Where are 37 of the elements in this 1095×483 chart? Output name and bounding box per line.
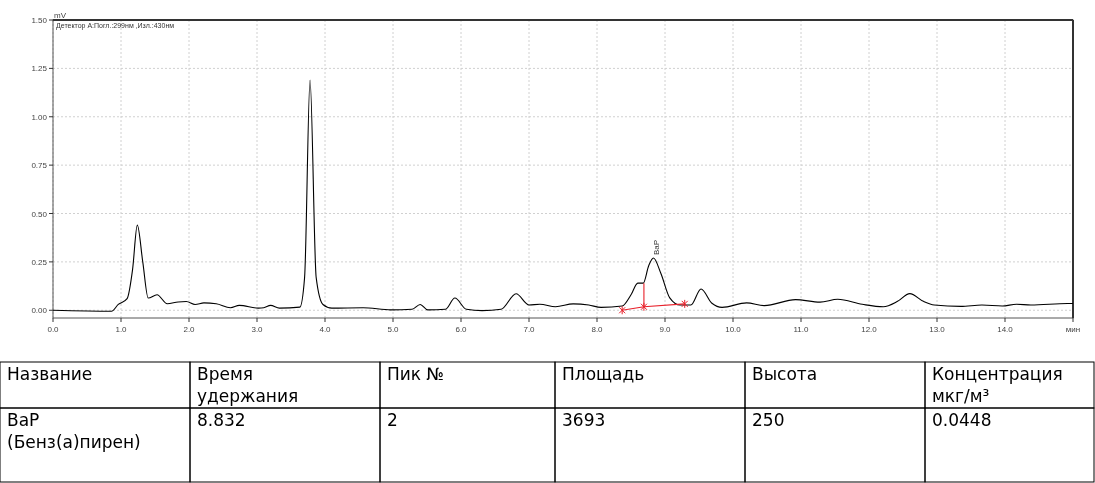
- x-tick-label: 9.0: [659, 325, 672, 334]
- x-tick-label: мин: [1065, 325, 1081, 334]
- x-tick-label: 10.0: [725, 325, 742, 334]
- x-tick-label: 5.0: [387, 325, 400, 334]
- text: Площадь: [562, 364, 645, 384]
- y-axis-title: mV: [54, 11, 67, 20]
- text: 0.0448: [932, 410, 992, 430]
- x-tick-label: 2.0: [183, 325, 196, 334]
- y-tick-label: 0.50: [31, 209, 48, 219]
- y-tick-label: 1.50: [31, 16, 48, 25]
- x-tick-label: 3.0: [251, 325, 264, 334]
- x-tick-label: 12.0: [861, 325, 878, 334]
- annotation: BaP: [652, 239, 662, 256]
- x-tick-label: 14.0: [997, 325, 1014, 334]
- x-tick-label: 1.0: [115, 325, 128, 334]
- text: 250: [752, 410, 785, 430]
- text: 8.832: [197, 410, 246, 430]
- y-tick-label: 0.00: [31, 306, 48, 316]
- text: Высота: [752, 364, 818, 384]
- text: 2: [387, 410, 398, 430]
- x-tick-label: 8.0: [591, 325, 604, 334]
- y-tick-label: 1.25: [31, 64, 48, 74]
- y-tick-label: 0.25: [31, 257, 48, 267]
- y-tick-label: 1.00: [31, 112, 48, 122]
- x-tick-label: 6.0: [455, 325, 468, 334]
- text: BaP (Бенз(а)пирен): [7, 410, 141, 452]
- x-tick-label: 7.0: [523, 325, 536, 334]
- text: Время удержания: [197, 364, 299, 406]
- text: Название: [7, 364, 93, 384]
- x-tick-label: 11.0: [793, 325, 810, 334]
- x-tick-label: 13.0: [929, 325, 946, 334]
- text: Пик №: [387, 364, 445, 384]
- text: 3693: [562, 410, 606, 430]
- x-tick-label: 0.0: [47, 325, 60, 334]
- text: Концентрация мкг/м³: [932, 364, 1063, 406]
- y-tick-label: 0.75: [31, 161, 48, 171]
- x-tick-label: 4.0: [319, 325, 332, 334]
